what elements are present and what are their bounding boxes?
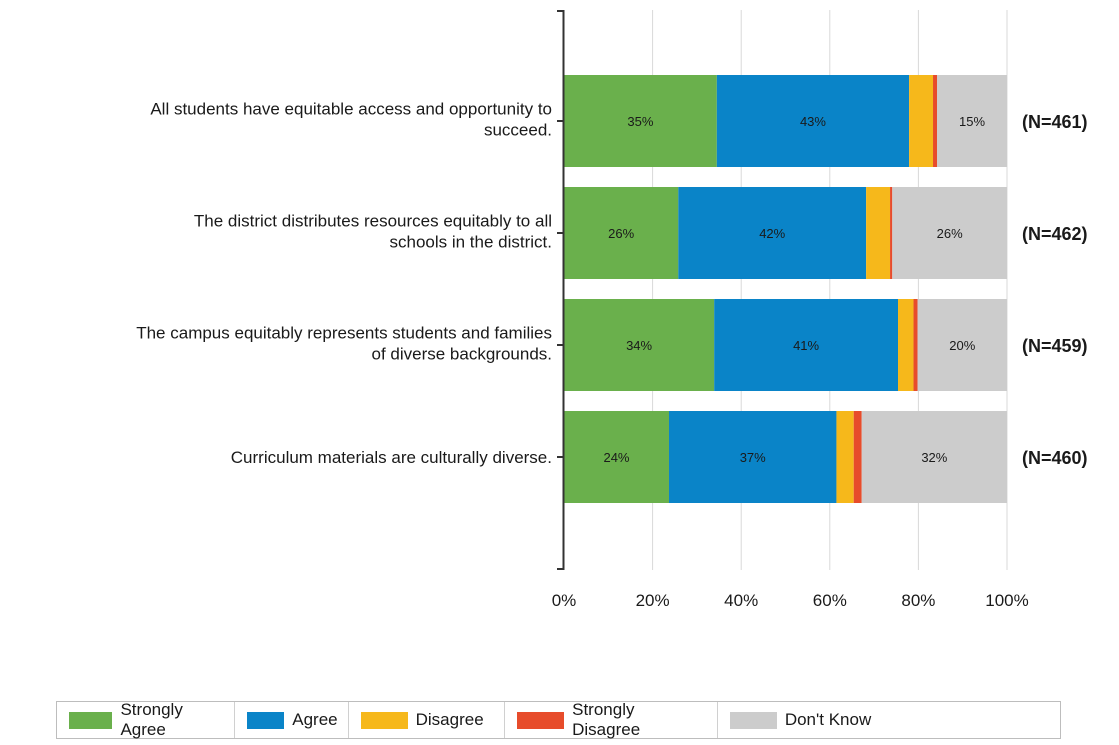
- bar-segment: [892, 187, 1007, 279]
- category-label-line: The campus equitably represents students…: [136, 324, 552, 343]
- x-tick-label: 0%: [552, 591, 577, 610]
- bar-segment: [564, 411, 669, 503]
- bar-segment: [890, 187, 893, 279]
- legend-label: Strongly Disagree: [572, 700, 641, 739]
- category-label: All students have equitable access and o…: [150, 100, 552, 140]
- x-tick-label: 80%: [901, 591, 935, 610]
- bar-segment: [933, 75, 938, 167]
- bar-segment: [564, 75, 717, 167]
- y-axis: [557, 10, 565, 570]
- legend-item: Don't Know: [718, 702, 1060, 738]
- category-label-line: All students have equitable access and o…: [150, 100, 552, 119]
- bar-segment: [913, 299, 918, 391]
- legend-label: Disagree: [415, 710, 484, 729]
- bar-segment: [836, 411, 854, 503]
- category-label-line: The district distributes resources equit…: [194, 212, 552, 231]
- legend-item: Agree: [235, 702, 349, 738]
- bar-segment: [937, 75, 1007, 167]
- bar-segment: [714, 299, 899, 391]
- bar-segment: [898, 299, 914, 391]
- bar-data-label: 26%: [608, 226, 634, 241]
- bar-data-label: 43%: [800, 114, 826, 129]
- n-label: (N=461): [1022, 112, 1088, 132]
- bar-data-label: 24%: [603, 450, 629, 465]
- legend-swatch: [69, 711, 113, 729]
- bar-segment: [564, 299, 715, 391]
- x-tick-label: 20%: [636, 591, 670, 610]
- bar-data-label: 32%: [921, 450, 947, 465]
- bar-data-label: 35%: [627, 114, 653, 129]
- x-tick-labels: 0% 20% 40% 60% 80% 100%: [552, 591, 1029, 610]
- bar-segment: [866, 187, 891, 279]
- bar-segment: [678, 187, 867, 279]
- category-label-line: schools in the district.: [389, 233, 552, 252]
- bar-data-label: 20%: [949, 338, 975, 353]
- bar-segment: [853, 411, 862, 503]
- category-label: Curriculum materials are culturally dive…: [231, 448, 552, 467]
- bar-data-label: 42%: [759, 226, 785, 241]
- stacked-bar-chart: 35% 43% 15% 26% 42% 26% 34% 41% 20% 24% 37% 32% All…: [136, 10, 1088, 610]
- bar-data-label: 37%: [740, 450, 766, 465]
- x-tick-label: 40%: [724, 591, 758, 610]
- category-label-line: Curriculum materials are culturally dive…: [231, 448, 552, 467]
- category-label: The campus equitably represents students…: [136, 324, 552, 364]
- legend-swatch: [517, 711, 565, 729]
- n-label: (N=462): [1022, 224, 1088, 244]
- bar-segment: [909, 75, 934, 167]
- bar-data-label: 41%: [793, 338, 819, 353]
- legend-label: Agree: [292, 710, 338, 729]
- bar-segment: [668, 411, 837, 503]
- bar-segment: [861, 411, 1007, 503]
- category-label: The district distributes resources equit…: [194, 212, 552, 252]
- category-labels: All students have equitable access and o…: [136, 100, 552, 468]
- n-label: (N=460): [1022, 448, 1088, 468]
- n-label: (N=459): [1022, 336, 1088, 356]
- legend-item: Strongly Agree: [57, 700, 235, 739]
- bar-data-label: 26%: [937, 226, 963, 241]
- legend-item: Strongly Disagree: [505, 700, 718, 739]
- bar-segment: [564, 187, 679, 279]
- legend-swatch: [729, 711, 777, 729]
- legend-swatch: [246, 711, 285, 729]
- legend-label: Strongly Agree: [120, 700, 183, 739]
- category-label-line: of diverse backgrounds.: [372, 345, 553, 364]
- legend-item: Disagree: [349, 702, 506, 738]
- bars: 35% 43% 15% 26% 42% 26% 34% 41% 20% 24% 37% 32%: [564, 75, 1007, 503]
- n-labels: (N=461) (N=462) (N=459) (N=460): [1022, 112, 1088, 468]
- legend-swatch: [360, 711, 408, 729]
- legend-label: Don't Know: [784, 710, 872, 729]
- x-tick-label: 100%: [985, 591, 1028, 610]
- bar-segment: [917, 299, 1007, 391]
- legend: Strongly Agree Agree Disagree Strongly Disa…: [56, 700, 1061, 739]
- bar-segment: [716, 75, 910, 167]
- x-tick-label: 60%: [813, 591, 847, 610]
- bar-data-label: 15%: [959, 114, 985, 129]
- bar-data-label: 34%: [626, 338, 652, 353]
- category-label-line: succeed.: [484, 121, 552, 140]
